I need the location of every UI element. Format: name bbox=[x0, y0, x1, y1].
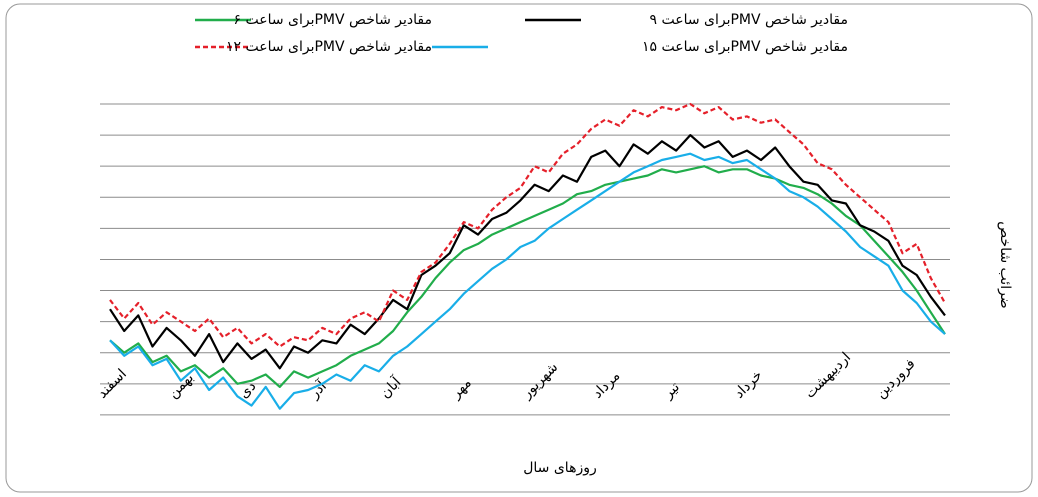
series-line bbox=[109, 152, 946, 410]
series-line bbox=[109, 102, 946, 348]
x-tick-label: مرداد bbox=[590, 368, 624, 402]
legend-label: مقادیر شاخص PMVبرای ساعت ۶ bbox=[233, 12, 432, 28]
legend-label: مقادیر شاخص PMVبرای ساعت ۱۵ bbox=[642, 39, 848, 55]
x-tick-label: اردیبهشت bbox=[802, 350, 854, 402]
y-axis-label: ضرائب شاخص bbox=[997, 221, 1013, 308]
x-tick-label: شهریور bbox=[518, 359, 561, 402]
x-axis-label: روزهای سال bbox=[523, 460, 597, 476]
x-tick-label: مهر bbox=[447, 375, 474, 402]
x-tick-label: تیر bbox=[660, 379, 683, 402]
legend-label: مقادیر شاخص PMVبرای ساعت ۹ bbox=[649, 12, 848, 28]
series-line bbox=[109, 165, 946, 388]
legend-label: مقادیر شاخص PMVبرای ساعت ۱۲ bbox=[226, 39, 432, 55]
x-tick-label: آبان bbox=[377, 373, 406, 402]
x-tick-label: خرداد bbox=[731, 367, 765, 401]
x-tick-label: فروردین bbox=[873, 356, 919, 402]
x-tick-label: بهمن bbox=[165, 370, 197, 402]
frame bbox=[5, 3, 1033, 493]
series-line bbox=[109, 134, 946, 370]
